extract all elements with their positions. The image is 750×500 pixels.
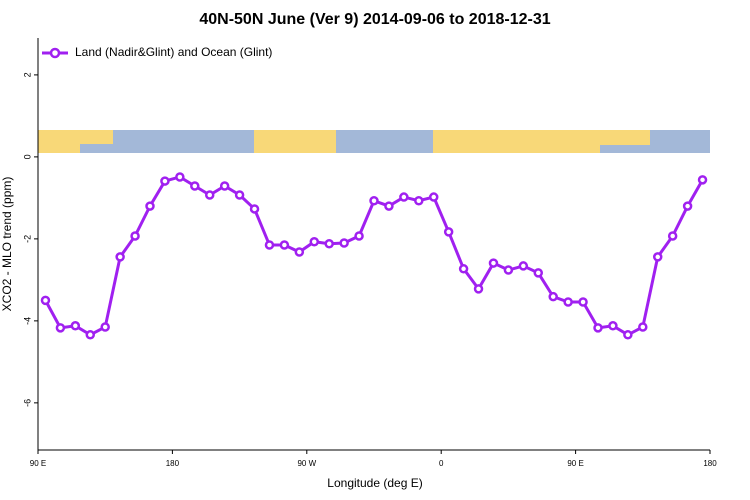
- point: [578, 297, 588, 307]
- point: [354, 231, 364, 241]
- x-tick-label: 180: [166, 459, 180, 468]
- point: [473, 284, 484, 294]
- chart-title: 40N-50N June (Ver 9) 2014-09-06 to 2018-…: [199, 11, 550, 28]
- point: [503, 265, 514, 275]
- point: [175, 172, 185, 182]
- map-strip: [38, 130, 710, 153]
- point: [593, 323, 603, 333]
- point: [443, 227, 454, 237]
- point: [100, 322, 110, 332]
- point: [384, 201, 394, 211]
- point: [190, 181, 200, 191]
- x-axis-label: Longitude (deg E): [327, 476, 422, 490]
- y-axis-label: XCO2 - MLO trend (ppm): [0, 177, 14, 312]
- point: [40, 295, 51, 306]
- point: [414, 196, 424, 206]
- legend-marker: [49, 47, 61, 59]
- point: [145, 201, 155, 211]
- point: [249, 204, 260, 214]
- point: [234, 190, 245, 200]
- point: [488, 258, 499, 268]
- point: [85, 330, 96, 340]
- point: [130, 231, 140, 241]
- x-tick-label: 0: [439, 459, 444, 468]
- point: [219, 181, 230, 191]
- point: [369, 196, 379, 206]
- point: [667, 231, 678, 241]
- point: [115, 252, 125, 262]
- point: [324, 239, 334, 249]
- point: [428, 192, 439, 202]
- point: [533, 268, 544, 278]
- point: [160, 176, 170, 186]
- x-tick-label: 90 E: [567, 459, 583, 468]
- x-tick-label: 180: [703, 459, 717, 468]
- point: [339, 238, 349, 248]
- point: [638, 322, 648, 332]
- point: [608, 321, 618, 331]
- point: [294, 247, 305, 257]
- point: [264, 240, 275, 250]
- point: [70, 321, 81, 331]
- point: [458, 264, 469, 274]
- point: [623, 330, 633, 340]
- point: [548, 291, 558, 302]
- y-tick-label: -6: [22, 399, 32, 407]
- point: [518, 261, 529, 271]
- point: [279, 240, 290, 250]
- point: [682, 201, 693, 211]
- point: [697, 175, 708, 185]
- point: [652, 252, 663, 262]
- y-tick-label: -2: [22, 235, 32, 243]
- y-tick-label: 0: [22, 154, 32, 159]
- y-tick-label: 2: [22, 72, 32, 77]
- point: [55, 323, 66, 333]
- point: [204, 190, 215, 200]
- x-tick-label: 90 E: [30, 459, 46, 468]
- y-tick-label: -4: [22, 317, 32, 325]
- x-tick-label: 90 W: [297, 459, 316, 468]
- point: [309, 236, 320, 247]
- legend-label: Land (Nadir&Glint) and Ocean (Glint): [75, 45, 272, 59]
- point: [399, 192, 409, 202]
- point: [563, 297, 573, 307]
